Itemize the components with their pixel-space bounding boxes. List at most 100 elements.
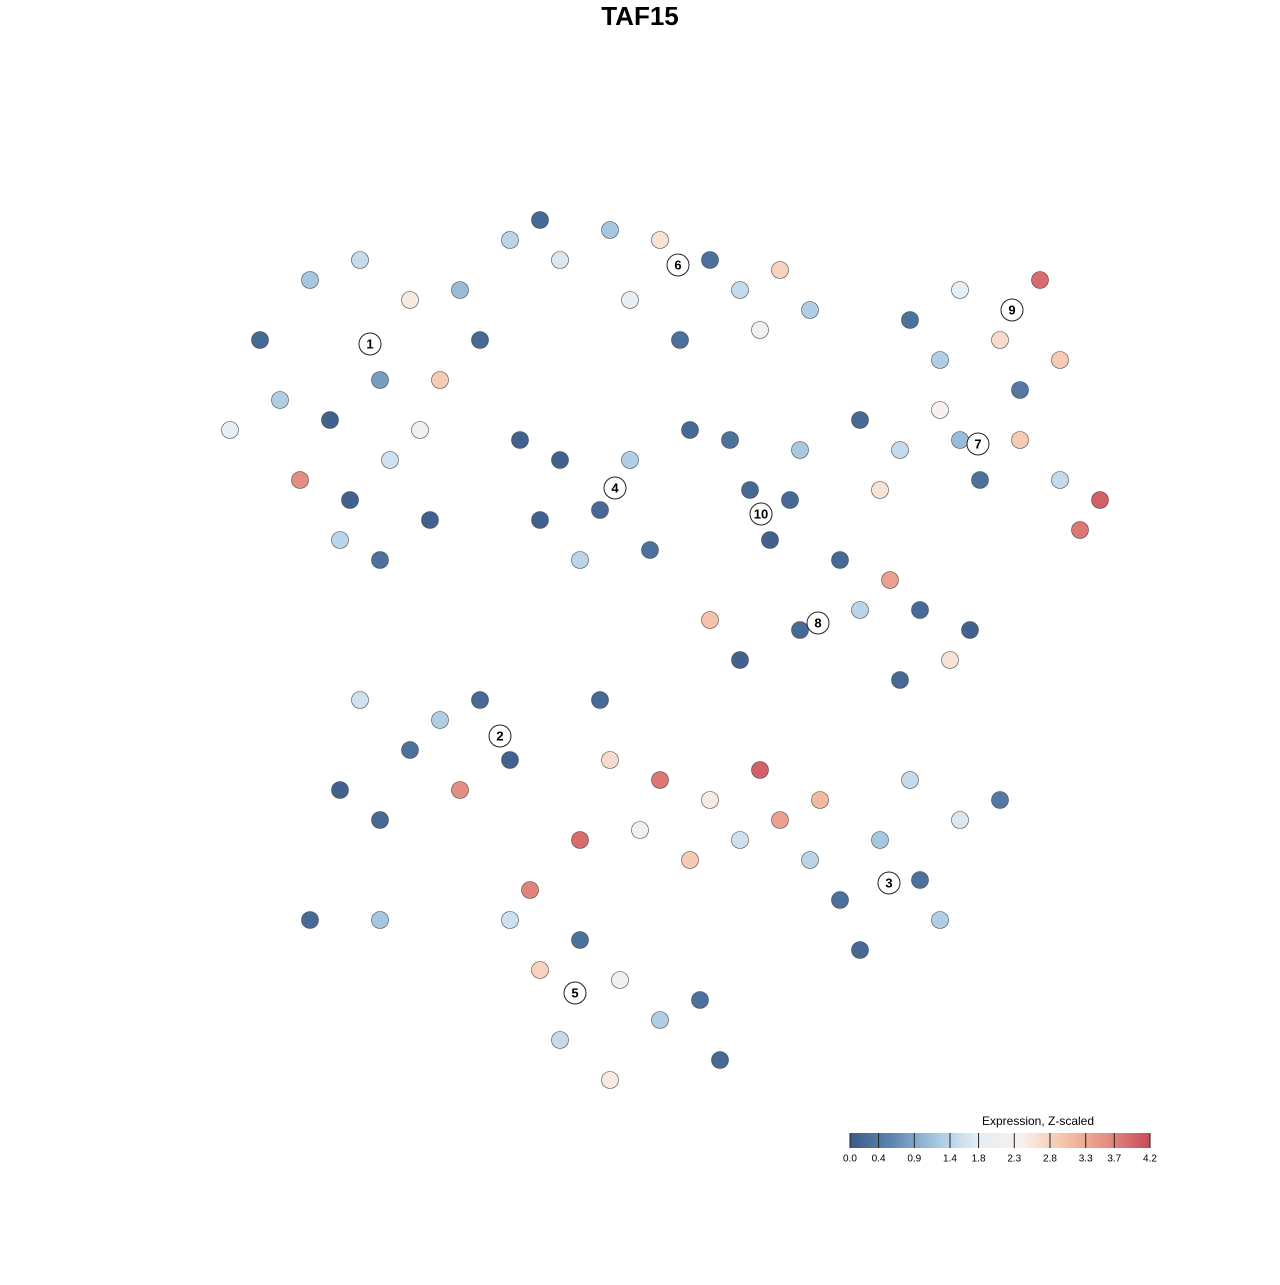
point [771, 811, 789, 829]
point [781, 491, 799, 509]
point [641, 541, 659, 559]
point [731, 281, 749, 299]
colorbar-tick-label: 2.3 [1007, 1154, 1021, 1165]
point [531, 961, 549, 979]
colorbar-tick-label: 1.8 [972, 1154, 986, 1165]
point [701, 791, 719, 809]
point [791, 441, 809, 459]
point [501, 751, 519, 769]
point [701, 251, 719, 269]
point [351, 251, 369, 269]
cluster-badge [749, 502, 773, 526]
point [471, 331, 489, 349]
point [371, 811, 389, 829]
point [801, 301, 819, 319]
point [371, 551, 389, 569]
point [601, 1071, 619, 1089]
point [691, 991, 709, 1009]
point [651, 231, 669, 249]
point [801, 851, 819, 869]
point [531, 511, 549, 529]
point [1091, 491, 1109, 509]
point [551, 251, 569, 269]
point [891, 441, 909, 459]
cluster-badge [358, 332, 382, 356]
point [611, 971, 629, 989]
point [1031, 271, 1049, 289]
point [621, 451, 639, 469]
point [521, 881, 539, 899]
point [901, 771, 919, 789]
point [681, 851, 699, 869]
cluster-label: 10 [754, 506, 768, 521]
point [371, 911, 389, 929]
point [1051, 471, 1069, 489]
point [511, 431, 529, 449]
colorbar-title: Expression, Z-scaled [982, 1114, 1094, 1128]
cluster-badge [603, 476, 627, 500]
point [1051, 351, 1069, 369]
point [381, 451, 399, 469]
point [341, 491, 359, 509]
point [591, 691, 609, 709]
point [941, 651, 959, 669]
point [991, 331, 1009, 349]
cluster-label: 2 [496, 728, 503, 743]
point [731, 651, 749, 669]
colorbar-tick-label: 4.2 [1143, 1154, 1157, 1165]
point [591, 501, 609, 519]
point [1071, 521, 1089, 539]
point [911, 601, 929, 619]
point [851, 601, 869, 619]
point [791, 621, 809, 639]
cluster-badge [563, 981, 587, 1005]
point [331, 531, 349, 549]
cluster-label: 9 [1008, 302, 1015, 317]
point [681, 421, 699, 439]
point [571, 931, 589, 949]
point [931, 401, 949, 419]
cluster-badge [1000, 298, 1024, 322]
cluster-badge [966, 432, 990, 456]
cluster-label: 3 [885, 875, 892, 890]
cluster-label: 4 [611, 480, 619, 495]
point [501, 911, 519, 929]
cluster-label: 1 [366, 336, 373, 351]
point [831, 551, 849, 569]
point [951, 811, 969, 829]
point [291, 471, 309, 489]
point [711, 1051, 729, 1069]
point [1011, 381, 1029, 399]
point [401, 291, 419, 309]
colorbar [850, 1133, 1150, 1148]
point [881, 571, 899, 589]
point [951, 431, 969, 449]
point [501, 231, 519, 249]
point [601, 751, 619, 769]
point [731, 831, 749, 849]
point [421, 511, 439, 529]
point [551, 451, 569, 469]
cluster-badge [666, 253, 690, 277]
colorbar-tick-label: 0.9 [907, 1154, 921, 1165]
point [761, 531, 779, 549]
cluster-badge [806, 611, 830, 635]
point [571, 831, 589, 849]
colorbar-tick-label: 3.3 [1079, 1154, 1093, 1165]
point [811, 791, 829, 809]
point [851, 941, 869, 959]
point [251, 331, 269, 349]
point [301, 911, 319, 929]
point [721, 431, 739, 449]
point [951, 281, 969, 299]
point [891, 671, 909, 689]
point [601, 221, 619, 239]
colorbar-tick-label: 0.0 [843, 1154, 857, 1165]
point [991, 791, 1009, 809]
cluster-badge [488, 724, 512, 748]
point [931, 911, 949, 929]
cluster-label: 5 [571, 985, 578, 1000]
colorbar-tick-label: 2.8 [1043, 1154, 1057, 1165]
